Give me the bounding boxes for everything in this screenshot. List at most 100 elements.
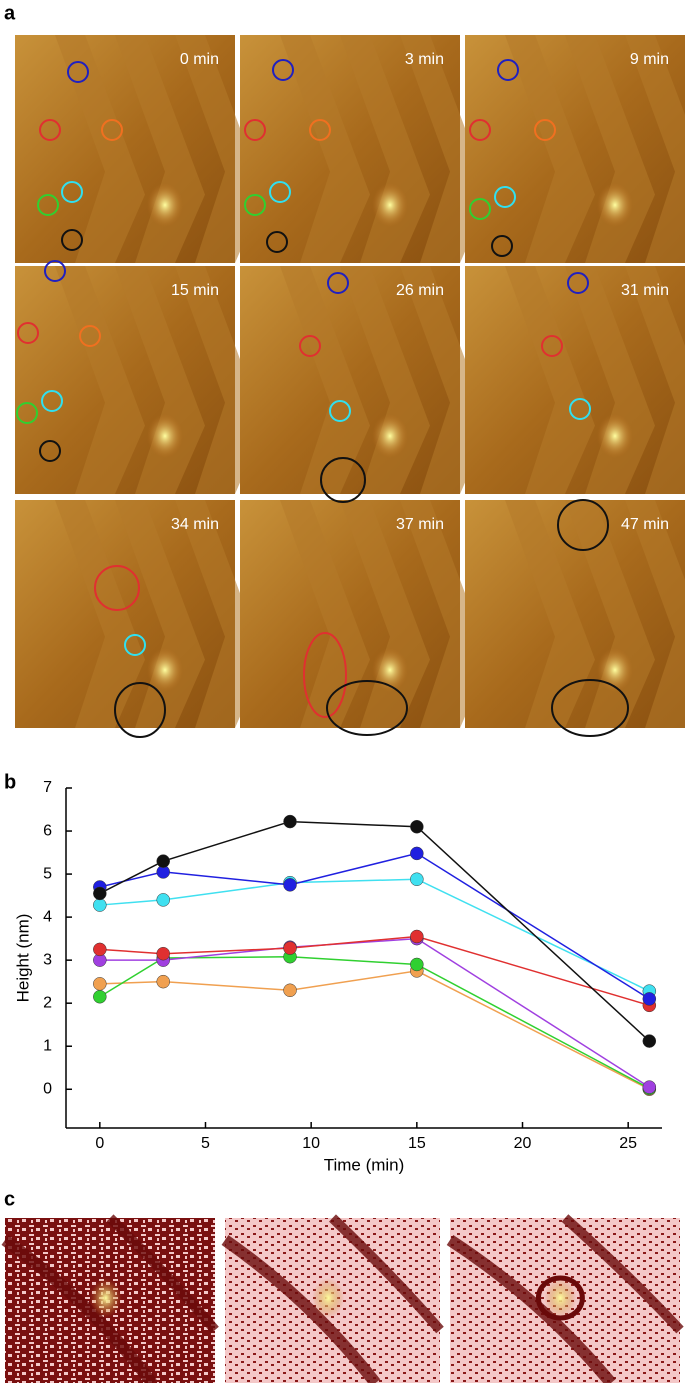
marker-circle (309, 119, 331, 141)
series-line (99, 970, 650, 1090)
series-line (99, 937, 650, 1088)
terrace (505, 35, 595, 263)
data-point (642, 992, 657, 1006)
x-tick-label: 10 (302, 1135, 320, 1152)
marker-circle (567, 272, 589, 294)
data-point (283, 941, 297, 955)
terrace (280, 35, 370, 263)
y-tick-label: 5 (43, 865, 52, 882)
data-point (642, 1080, 657, 1094)
y-axis-label: Height (nm) (13, 914, 32, 1003)
bright-spot (372, 183, 408, 227)
bright-spot (372, 414, 408, 458)
marker-circle (61, 181, 83, 203)
marker-ellipse (303, 632, 347, 718)
data-point (93, 886, 107, 901)
y-tick-label: 0 (43, 1080, 52, 1097)
marker-ellipse (320, 457, 366, 503)
marker-circle (244, 119, 266, 141)
time-label: 37 min (396, 516, 444, 533)
ridge (221, 1235, 381, 1387)
bright-spot (372, 648, 408, 692)
time-label: 15 min (171, 282, 219, 299)
marker-circle (494, 186, 516, 208)
terrace (505, 500, 595, 728)
data-point (156, 893, 170, 907)
panel-label: c (4, 1188, 15, 1210)
data-point (93, 942, 107, 957)
marker-circle (244, 194, 266, 216)
marker-ellipse (114, 682, 166, 738)
y-tick-label: 1 (43, 1037, 52, 1054)
marker-circle (39, 440, 61, 462)
panel-label: b (4, 771, 16, 793)
marker-circle (124, 634, 146, 656)
series-line (99, 878, 650, 992)
marker-circle (469, 198, 491, 220)
x-tick-label: 15 (408, 1135, 426, 1152)
marker-ellipse (551, 679, 629, 737)
y-tick-label: 6 (43, 822, 52, 839)
marker-circle (272, 59, 294, 81)
bright-spot (597, 414, 633, 458)
terrace (55, 266, 145, 494)
marker-circle (327, 272, 349, 294)
marker-circle (17, 322, 39, 344)
data-point (283, 983, 297, 998)
time-label: 47 min (621, 516, 669, 533)
bright-spot (597, 648, 633, 692)
time-label: 0 min (180, 51, 219, 68)
bright-spot (147, 183, 183, 227)
bright-spot (147, 648, 183, 692)
terrace (280, 500, 370, 728)
data-point (410, 872, 424, 886)
data-point (93, 977, 107, 991)
time-label: 26 min (396, 282, 444, 299)
terrace (625, 500, 685, 728)
series-line (99, 955, 650, 1090)
marker-circle (569, 398, 591, 420)
bright-spot (147, 414, 183, 458)
data-point (156, 854, 170, 868)
data-point (410, 929, 424, 944)
data-point (156, 974, 170, 989)
panel-label: a (4, 2, 16, 24)
terrace (505, 266, 595, 494)
ridge (561, 1214, 684, 1334)
data-point (93, 898, 107, 912)
ridge (106, 1214, 219, 1334)
data-point (283, 814, 297, 829)
marker-circle (39, 119, 61, 141)
marker-circle (269, 181, 291, 203)
bright-spot (89, 1278, 122, 1318)
terrace (55, 35, 145, 263)
terrace (55, 500, 145, 728)
marker-ellipse (94, 565, 140, 611)
data-point (283, 878, 297, 892)
time-label: 34 min (171, 516, 219, 533)
bright-spot (312, 1278, 345, 1318)
x-axis-label: Time (min) (324, 1155, 405, 1174)
x-tick-label: 20 (514, 1135, 532, 1152)
x-tick-label: 0 (95, 1135, 104, 1152)
data-point (410, 957, 424, 972)
marker-circle (497, 59, 519, 81)
marker-ellipse (326, 680, 408, 736)
time-label: 9 min (630, 51, 669, 68)
marker-circle (101, 119, 123, 141)
data-point (642, 1034, 657, 1048)
marker-circle (16, 402, 38, 424)
terrace (280, 266, 370, 494)
marker-ellipse (557, 499, 609, 551)
series-line (99, 820, 650, 1042)
terrace (625, 35, 685, 263)
marker-circle (469, 119, 491, 141)
ridge (446, 1234, 616, 1387)
marker-circle (37, 194, 59, 216)
marker-circle (541, 335, 563, 357)
x-tick-label: 5 (201, 1135, 210, 1152)
y-tick-label: 2 (43, 994, 52, 1011)
marker-circle (491, 235, 513, 257)
marker-circle (266, 231, 288, 253)
